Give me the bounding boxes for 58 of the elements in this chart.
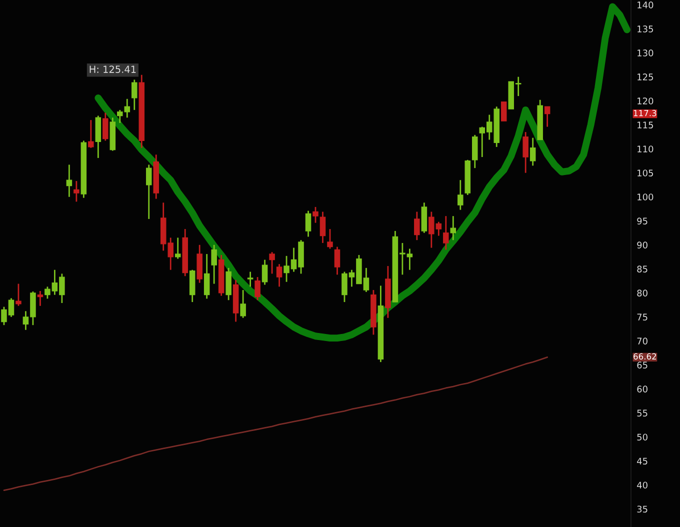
candlestick	[334, 246, 340, 276]
candlestick	[269, 251, 275, 274]
candlestick	[327, 228, 333, 250]
y-tick-label: 40	[636, 482, 648, 489]
candlestick	[458, 179, 464, 211]
candlestick	[544, 106, 550, 128]
y-tick-label: 60	[637, 386, 648, 393]
y-tick-label: 50	[637, 434, 648, 441]
candlestick	[37, 290, 44, 307]
candlestick	[305, 210, 312, 238]
y-tick-label: 70	[637, 338, 648, 344]
candlestick	[16, 283, 22, 307]
y-tick-label: 35	[637, 506, 648, 513]
candlestick	[320, 211, 326, 244]
candlestick	[88, 119, 94, 149]
candlestick	[226, 267, 232, 301]
y-tick-label: 85	[637, 266, 648, 272]
y-tick-label: 80	[637, 290, 648, 296]
y-tick-label: 45	[636, 458, 648, 465]
y-tick-label: 120	[638, 98, 654, 104]
y-tick-label: 130	[638, 50, 654, 56]
y-tick-label: 95	[637, 218, 648, 224]
annotation: H: 125.41	[90, 66, 136, 73]
candlestick	[132, 79, 138, 111]
candlestick	[450, 215, 456, 241]
candlestick	[530, 137, 536, 166]
candlestick	[174, 236, 181, 260]
candlestick	[276, 263, 282, 288]
text: 117.3	[634, 110, 656, 116]
candlestick	[102, 112, 108, 142]
y-tick-label: 125	[638, 74, 653, 80]
candlestick	[500, 101, 507, 122]
candlestick	[254, 276, 260, 301]
y-tick-label: 105	[638, 170, 653, 176]
y-tick-label: 75	[637, 314, 648, 320]
y-tick-label: 90	[637, 242, 648, 248]
y-tick-label: 115	[638, 122, 653, 128]
candlestick	[414, 211, 420, 241]
y-tick-label: 135	[638, 26, 653, 32]
y-tick-label: 140	[638, 2, 654, 8]
candlestick	[146, 164, 152, 220]
candlestick	[472, 134, 478, 169]
candlestick	[74, 180, 80, 202]
candlestick	[211, 244, 217, 284]
candlestick	[66, 164, 72, 198]
y-tick-label: 100	[638, 194, 654, 200]
y-tick-label: 110	[638, 146, 654, 152]
candlestick	[262, 259, 268, 286]
line-series	[3, 356, 548, 491]
candlestick	[240, 289, 246, 319]
candlestick	[204, 253, 210, 300]
candlestick	[312, 206, 318, 224]
text: 66.62	[634, 353, 656, 360]
candlestick	[247, 271, 254, 288]
candlestick	[522, 131, 528, 174]
y-tick-label: 65	[637, 362, 648, 368]
y-tick-label: 55	[637, 410, 648, 417]
candlestick	[443, 215, 449, 250]
